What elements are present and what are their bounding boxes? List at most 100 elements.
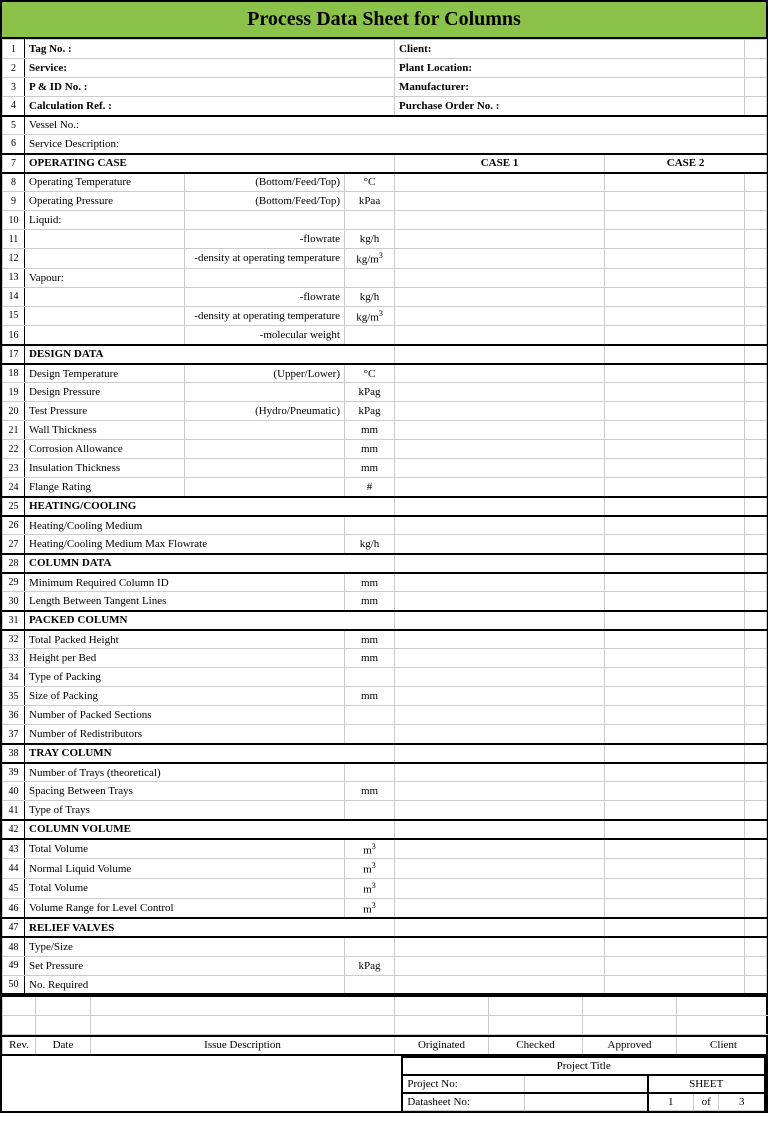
unit <box>345 211 395 230</box>
unit: kPaa <box>345 192 395 211</box>
param-label: Size of Packing <box>25 687 345 706</box>
unit: mm <box>345 592 395 611</box>
param-label: Heating/Cooling Medium Max Flowrate <box>25 535 345 554</box>
param-label: Total Volume <box>25 839 345 859</box>
field-label: Tag No. : <box>25 40 395 59</box>
unit: mm <box>345 687 395 706</box>
param-label: Total Packed Height <box>25 630 345 649</box>
unit: mm <box>345 573 395 592</box>
check-col: Checked <box>489 1036 583 1055</box>
unit: m3 <box>345 859 395 879</box>
param-label: Design Pressure <box>25 383 185 402</box>
param-qual <box>185 383 345 402</box>
param-label <box>25 249 185 269</box>
unit: kg/h <box>345 535 395 554</box>
unit: °C <box>345 173 395 192</box>
param-qual: (Bottom/Feed/Top) <box>185 173 345 192</box>
unit <box>345 668 395 687</box>
unit: °C <box>345 364 395 383</box>
field-label: Calculation Ref. : <box>25 97 395 116</box>
param-qual <box>185 268 345 287</box>
param-label: Normal Liquid Volume <box>25 859 345 879</box>
unit: kPag <box>345 402 395 421</box>
unit <box>345 516 395 535</box>
param-label: Operating Temperature <box>25 173 185 192</box>
section-header: COLUMN DATA <box>25 554 395 573</box>
param-qual <box>185 478 345 497</box>
rev-col: Rev. <box>3 1036 36 1055</box>
date-col: Date <box>36 1036 91 1055</box>
case-header: CASE 2 <box>605 154 767 173</box>
param-qual: -flowrate <box>185 287 345 306</box>
unit <box>345 801 395 820</box>
field-label: Client: <box>395 40 745 59</box>
unit: kg/m3 <box>345 306 395 326</box>
unit: mm <box>345 649 395 668</box>
param-qual <box>185 211 345 230</box>
param-label: Type of Trays <box>25 801 345 820</box>
page-title: Process Data Sheet for Columns <box>2 2 766 39</box>
unit <box>345 326 395 345</box>
unit: kg/h <box>345 230 395 249</box>
param-qual: (Upper/Lower) <box>185 364 345 383</box>
field-label: Manufacturer: <box>395 78 745 97</box>
param-label <box>25 326 185 345</box>
param-label: Wall Thickness <box>25 421 185 440</box>
param-qual: (Bottom/Feed/Top) <box>185 192 345 211</box>
field-label: Plant Location: <box>395 59 745 78</box>
revision-header: Rev. Date Issue Description Originated C… <box>2 1035 768 1056</box>
unit <box>345 763 395 782</box>
param-label: Minimum Required Column ID <box>25 573 345 592</box>
section-header: DESIGN DATA <box>25 345 395 364</box>
section-header: OPERATING CASE <box>25 154 395 173</box>
param-label: Operating Pressure <box>25 192 185 211</box>
param-label: Insulation Thickness <box>25 459 185 478</box>
param-label <box>25 306 185 326</box>
param-qual <box>185 459 345 478</box>
field-label: Vessel No.: <box>25 116 767 135</box>
page-total: 3 <box>719 1093 765 1111</box>
orig-col: Originated <box>395 1036 489 1055</box>
param-qual: -density at operating temperature <box>185 249 345 269</box>
field-label: Purchase Order No. : <box>395 97 745 116</box>
issue-col: Issue Description <box>91 1036 395 1055</box>
sheet-label: SHEET <box>648 1075 766 1093</box>
unit: mm <box>345 421 395 440</box>
unit <box>345 706 395 725</box>
param-label: Number of Packed Sections <box>25 706 345 725</box>
unit: m3 <box>345 879 395 899</box>
unit: mm <box>345 630 395 649</box>
project-no-label: Project No: <box>402 1075 525 1093</box>
param-label: Total Volume <box>25 879 345 899</box>
param-label: Heating/Cooling Medium <box>25 516 345 535</box>
param-label: Number of Redistributors <box>25 725 345 744</box>
datasheet: Process Data Sheet for Columns 1Tag No. … <box>0 0 768 1113</box>
unit: mm <box>345 440 395 459</box>
param-label <box>25 230 185 249</box>
param-label: Test Pressure <box>25 402 185 421</box>
field-label: Service Description: <box>25 135 767 154</box>
unit <box>345 937 395 956</box>
unit: kg/h <box>345 287 395 306</box>
section-header: TRAY COLUMN <box>25 744 395 763</box>
page-of: of <box>693 1093 719 1111</box>
unit: mm <box>345 782 395 801</box>
appr-col: Approved <box>583 1036 677 1055</box>
param-label: Number of Trays (theoretical) <box>25 763 345 782</box>
param-label: Spacing Between Trays <box>25 782 345 801</box>
param-label: Length Between Tangent Lines <box>25 592 345 611</box>
param-qual <box>185 440 345 459</box>
param-label <box>25 287 185 306</box>
param-label: Design Temperature <box>25 364 185 383</box>
param-label: Flange Rating <box>25 478 185 497</box>
unit: kPag <box>345 383 395 402</box>
param-label: Type/Size <box>25 937 345 956</box>
param-label: No. Required <box>25 975 345 994</box>
param-qual: (Hydro/Pneumatic) <box>185 402 345 421</box>
section-header: PACKED COLUMN <box>25 611 395 630</box>
param-label: Set Pressure <box>25 956 345 975</box>
datasheet-no-label: Datasheet No: <box>402 1093 525 1111</box>
main-table: 1Tag No. :Client:2Service:Plant Location… <box>2 39 767 995</box>
unit: kg/m3 <box>345 249 395 269</box>
section-header: RELIEF VALVES <box>25 918 395 937</box>
